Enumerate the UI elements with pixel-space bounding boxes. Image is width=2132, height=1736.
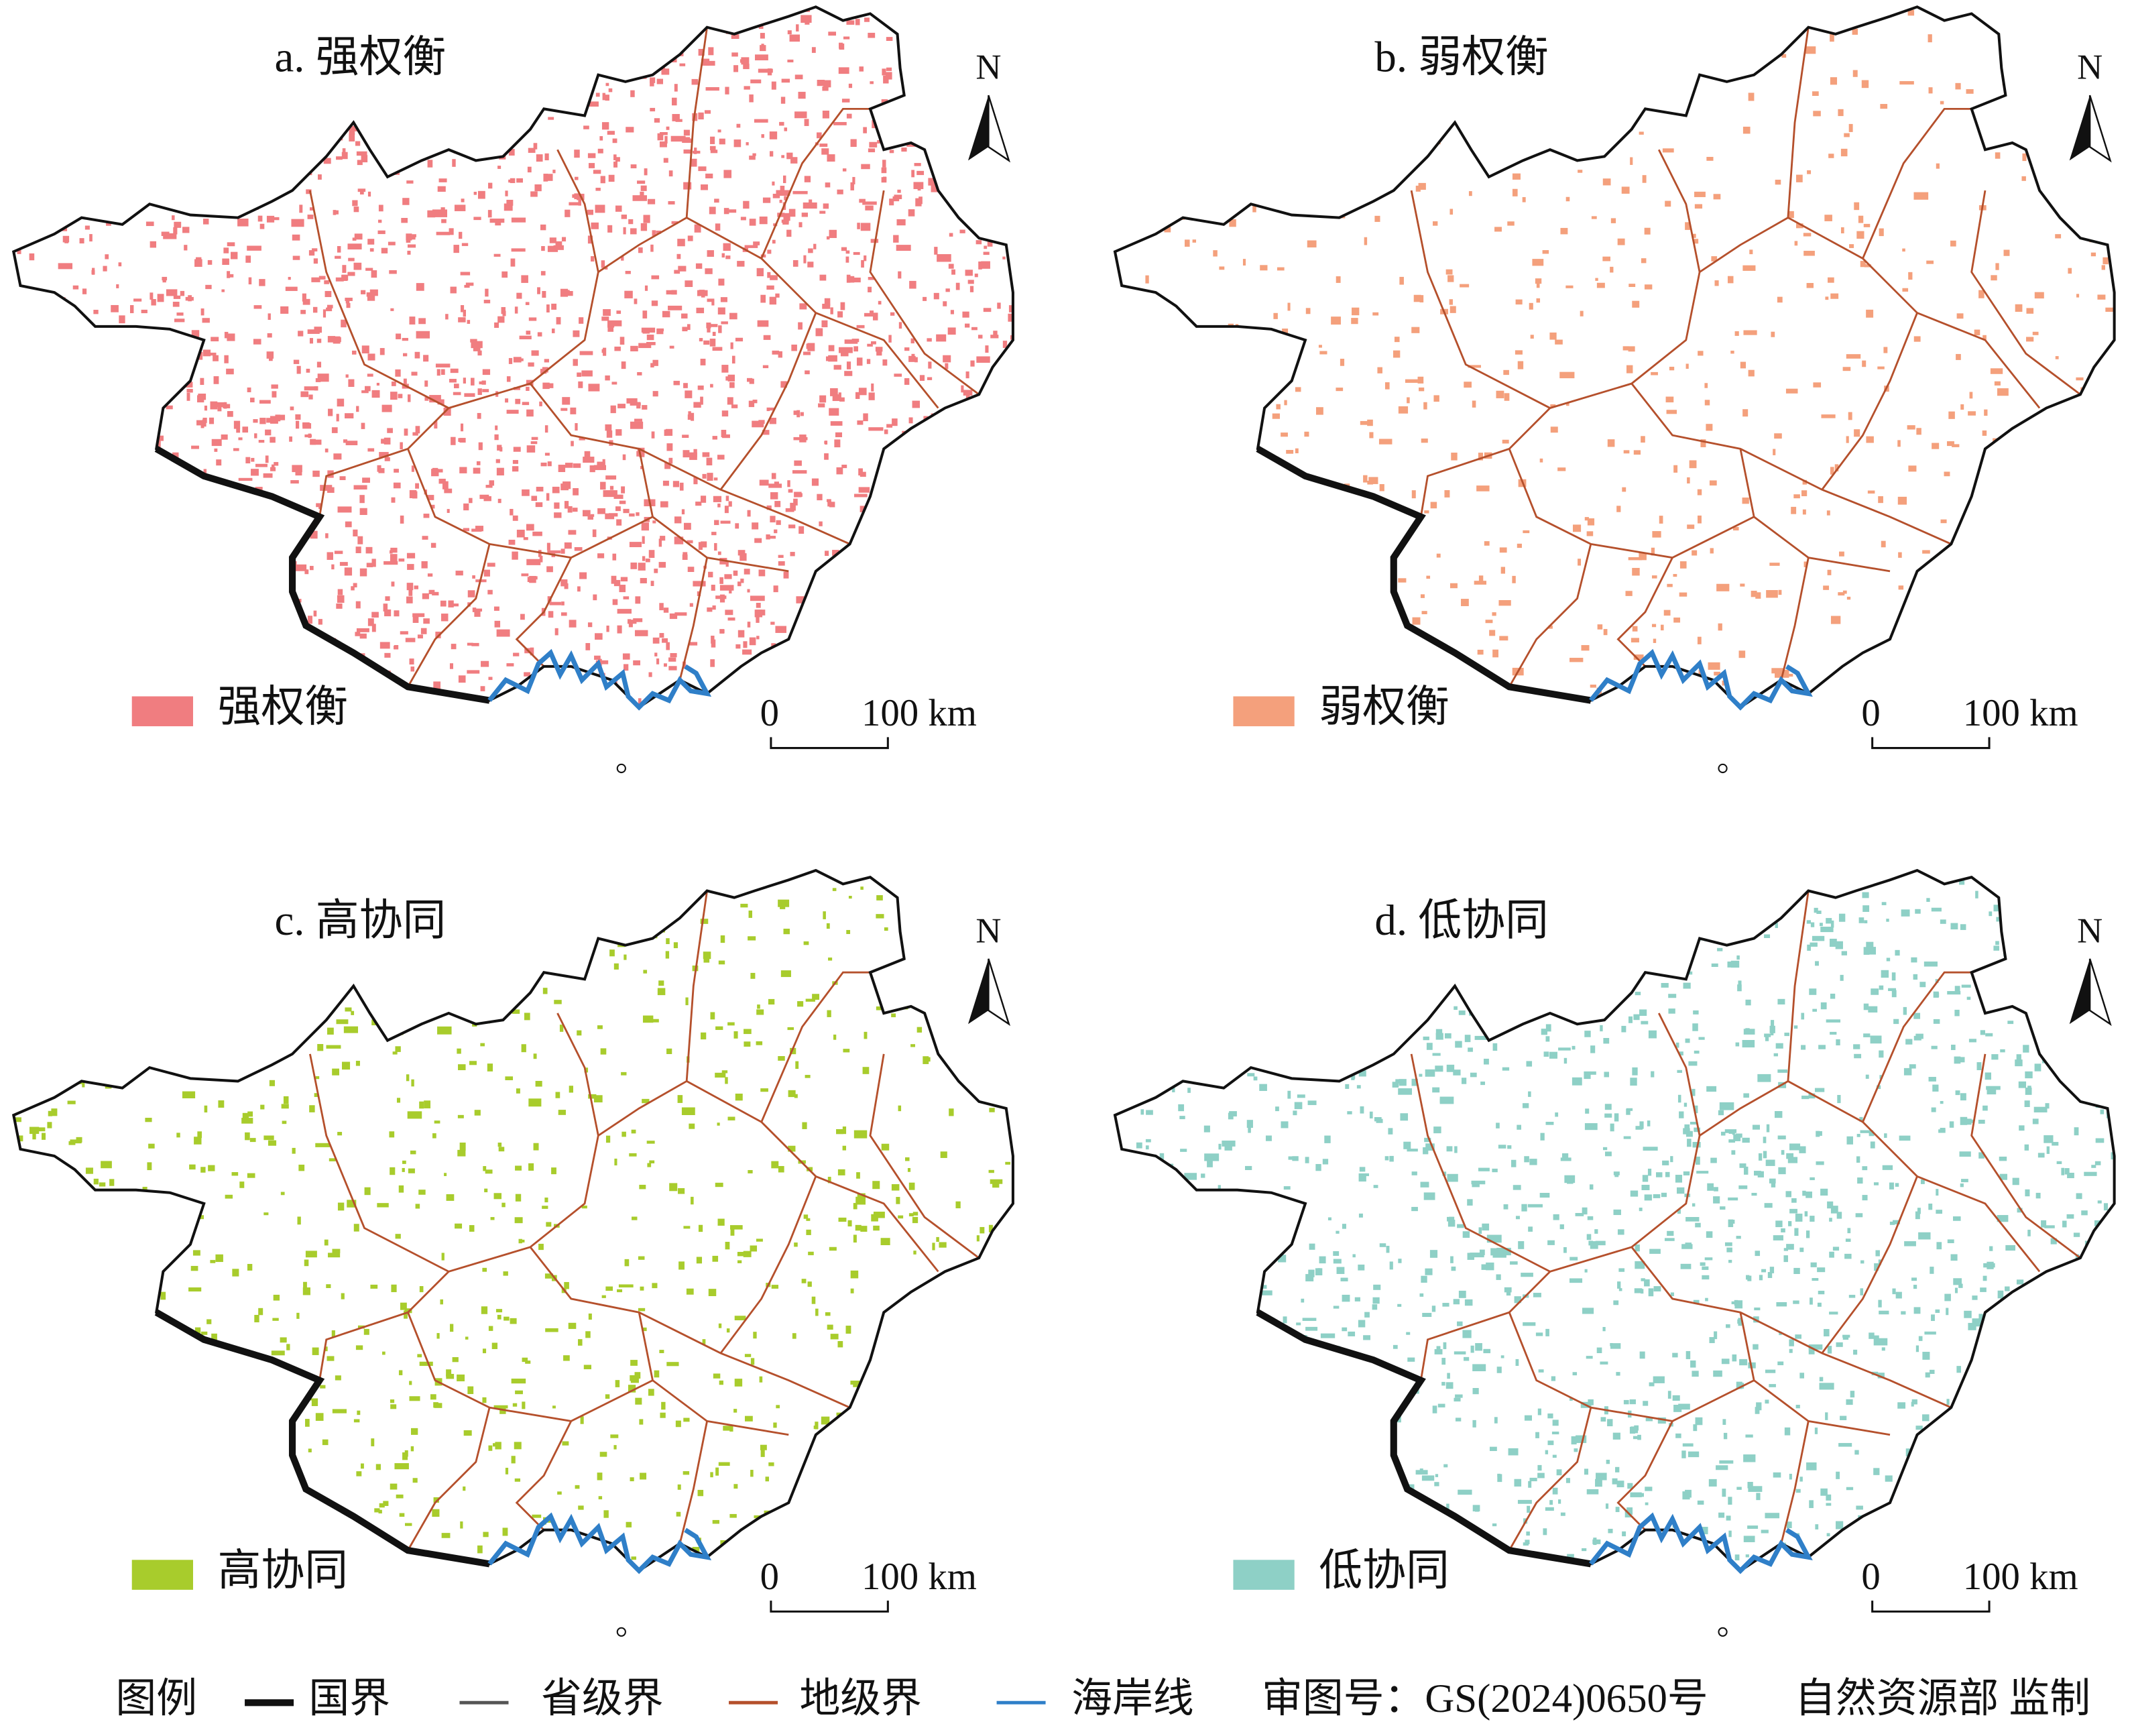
- panel-title: a. 强权衡: [275, 33, 447, 81]
- north-arrow-left: [2070, 959, 2090, 1024]
- legend-title: 图例: [115, 1676, 197, 1721]
- producer: 自然资源部 监制: [1795, 1676, 2090, 1721]
- scale-bar: [1873, 737, 1989, 748]
- scale-end: 100 km: [1963, 692, 2078, 734]
- legend: 图例 国界 省级界 地级界 海岸线 审图号：GS(2024)0650号 自然资源部 监制: [115, 1676, 2090, 1721]
- scale-start: 0: [760, 692, 779, 734]
- scale-start: 0: [1861, 692, 1880, 734]
- legend-label: 强权衡: [217, 683, 348, 732]
- region-fill: [13, 7, 1013, 707]
- legend-swatch: [1233, 696, 1294, 726]
- scale-start: 0: [760, 1556, 779, 1598]
- approval-number: 审图号：GS(2024)0650号: [1262, 1676, 1708, 1721]
- region-fill: [1115, 7, 2115, 707]
- scale-end: 100 km: [862, 1556, 977, 1598]
- legend-item-label: 国界: [308, 1676, 390, 1721]
- scale-start: 0: [1861, 1556, 1880, 1598]
- north-arrow-left: [2070, 95, 2090, 160]
- legend-item-label: 地级界: [800, 1676, 923, 1721]
- scale-end: 100 km: [1963, 1556, 2078, 1598]
- scale-bar: [771, 1601, 888, 1611]
- north-label: N: [2077, 911, 2103, 950]
- region-fill: [1115, 870, 2115, 1570]
- island: [617, 1628, 626, 1636]
- island: [617, 764, 626, 772]
- legend-item-label: 海岸线: [1071, 1676, 1194, 1721]
- legend-swatch: [132, 1560, 193, 1590]
- north-arrow-right: [988, 95, 1008, 160]
- north-label: N: [975, 48, 1001, 87]
- north-label: N: [975, 911, 1001, 950]
- north-arrow-right: [988, 959, 1008, 1024]
- north-arrow-right: [2090, 95, 2110, 160]
- scale-bar: [771, 737, 888, 748]
- north-arrow-right: [2090, 959, 2110, 1024]
- legend-swatch: [1233, 1560, 1294, 1590]
- north-arrow-left: [968, 95, 988, 160]
- legend-label: 弱权衡: [1319, 683, 1449, 732]
- region-fill: [13, 870, 1013, 1570]
- legend-label: 低协同: [1319, 1547, 1449, 1595]
- north-arrow-left: [968, 959, 988, 1024]
- island: [1718, 764, 1726, 772]
- panel-title: d. 低协同: [1374, 896, 1549, 945]
- legend-swatch: [132, 696, 193, 726]
- panel-title: c. 高协同: [275, 896, 447, 945]
- legend-label: 高协同: [217, 1547, 348, 1595]
- scale-end: 100 km: [862, 692, 977, 734]
- legend-item-label: 省级界: [541, 1676, 664, 1721]
- island: [1718, 1628, 1726, 1636]
- north-label: N: [2077, 48, 2103, 87]
- scale-bar: [1873, 1601, 1989, 1611]
- panel-title: b. 弱权衡: [1374, 33, 1549, 81]
